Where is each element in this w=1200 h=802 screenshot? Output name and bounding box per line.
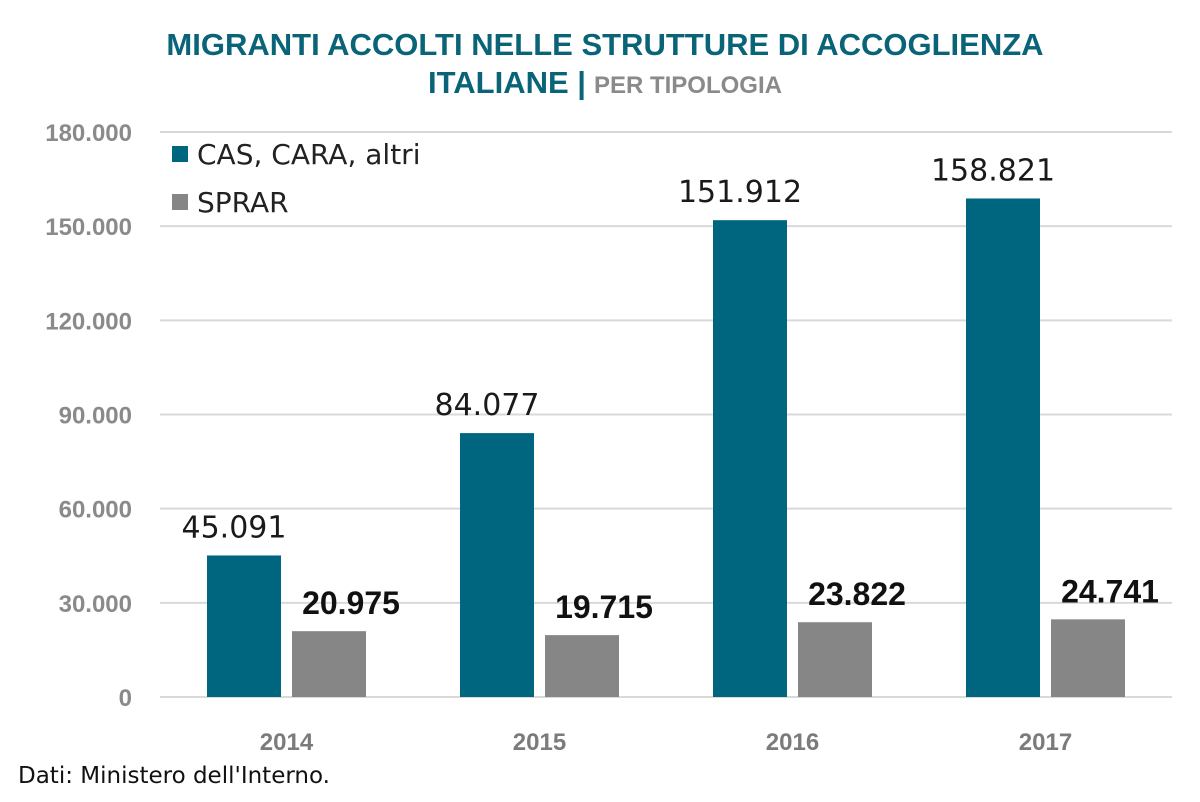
chart-subtitle: PER TIPOLOGIA [594, 72, 782, 99]
y-tick-label: 30.000 [59, 591, 132, 618]
data-label-sprar-2016: 23.822 [808, 576, 906, 612]
x-tick-label: 2017 [1019, 729, 1072, 756]
y-tick-label: 180.000 [45, 120, 132, 147]
chart-title-line2: ITALIANE | PER TIPOLOGIA [428, 65, 782, 100]
bar-sprar-2015 [545, 635, 619, 697]
bar-cas-2015 [460, 433, 534, 697]
legend-label-sprar: SPRAR [197, 186, 289, 219]
data-label-cas-2015: 84.077 [435, 388, 540, 423]
y-tick-label: 90.000 [59, 403, 132, 430]
data-label-cas-2017: 158.821 [931, 153, 1055, 188]
data-label-sprar-2017: 24.741 [1061, 573, 1159, 609]
legend-label-cas: CAS, CARA, altri [197, 138, 420, 171]
bar-cas-2017 [966, 198, 1040, 698]
chart-title-line1: MIGRANTI ACCOLTI NELLE STRUTTURE DI ACCO… [166, 27, 1043, 62]
gridlines [160, 131, 1172, 698]
y-tick-label: 120.000 [45, 308, 132, 335]
y-tick-label: 0 [119, 685, 132, 712]
bars [207, 198, 1125, 698]
data-label-sprar-2015: 19.715 [555, 589, 653, 625]
data-label-cas-2016: 151.912 [678, 175, 802, 210]
x-tick-label: 2015 [513, 729, 566, 756]
x-tick-label: 2016 [766, 729, 819, 756]
y-axis: 0 30.000 60.000 90.000 120.000 150.000 180.000 [45, 120, 132, 712]
legend: CAS, CARA, altri SPRAR [172, 138, 420, 219]
y-tick-label: 150.000 [45, 214, 132, 241]
y-tick-label: 60.000 [59, 497, 132, 524]
bar-sprar-2017 [1051, 619, 1125, 697]
data-label-cas-2014: 45.091 [182, 510, 287, 545]
bar-sprar-2016 [798, 622, 872, 697]
x-axis: 2014 2015 2016 2017 [260, 729, 1072, 756]
bar-cas-2016 [713, 220, 787, 698]
data-label-sprar-2014: 20.975 [302, 585, 400, 621]
legend-swatch-cas [172, 146, 188, 162]
bar-cas-2014 [207, 555, 281, 697]
x-tick-label: 2014 [260, 729, 314, 756]
chart-title-line2-text: ITALIANE | [428, 65, 586, 100]
bar-sprar-2014 [292, 631, 366, 697]
legend-swatch-sprar [172, 194, 188, 210]
data-labels: 45.091 20.975 84.077 19.715 151.912 23.822 158… [182, 153, 1159, 625]
source-note: Dati: Ministero dell'Interno. [18, 763, 330, 789]
